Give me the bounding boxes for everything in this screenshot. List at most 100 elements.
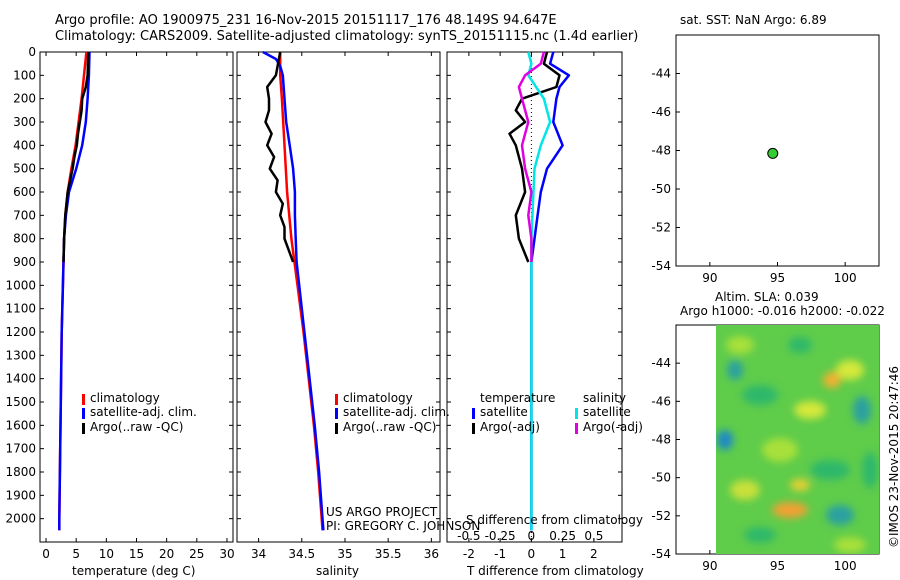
sla-blob [823,372,841,388]
diff-legend-salinity: salinity [583,391,627,405]
diff-legend-temp-satellite: satellite [480,405,528,419]
sal-legend-argo-raw: Argo(..raw -QC) [343,420,437,434]
x-tick-label: 30 [219,547,234,561]
sla-blob [762,438,798,462]
x-tick-label: 0 [528,547,536,561]
diff-legend-sal-argo: Argo(-adj) [583,420,643,434]
top-x-tick-label: 0.5 [584,529,603,543]
diff-legend-sal-satellite: satellite [583,405,631,419]
depth-tick-label: 600 [13,185,36,199]
sla-blob [790,479,810,491]
timestamp-stamp: ©IMOS 23-Nov-2015 20:47:46 [887,365,900,548]
title-line-1: Argo profile: AO 1900975_231 16-Nov-2015… [55,13,557,28]
float-location-marker [767,147,779,159]
x-tick-label: 0 [42,547,50,561]
loc-y-tick-label: -50 [651,182,671,196]
depth-tick-label: 1000 [5,278,36,292]
sla-background [716,325,879,554]
depth-tick-label: 0 [28,45,36,59]
sla-blob [726,336,754,354]
x-tick-label: 2 [590,547,598,561]
depth-tick-label: 1700 [5,442,36,456]
sla-blob [794,401,826,419]
sla-x-tick-label: 100 [834,559,857,573]
sla-y-tick-label: -50 [651,471,671,485]
sla-blob [810,460,850,480]
x-tick-label: 10 [99,547,114,561]
sla-y-tick-label: -46 [651,394,671,408]
depth-tick-label: 1300 [5,348,36,362]
sla-blob [730,480,760,500]
x-tick-label: 35 [337,547,352,561]
sla-blob [853,396,871,424]
depth-tick-label: 500 [13,162,36,176]
sst-label: sat. SST: NaN Argo: 6.89 [680,13,827,27]
loc-x-tick-label: 100 [834,271,857,285]
sla-blob [836,360,864,380]
series-line-2-3 [517,51,546,262]
sal-legend-satellite-adj: satellite-adj. clim. [343,405,450,419]
sal-legend-climatology: climatology [343,391,413,405]
legend-argo-raw: Argo(..raw -QC) [90,420,184,434]
legend-swatch [575,423,578,434]
title-line-2: Climatology: CARS2009. Satellite-adjuste… [55,29,639,44]
depth-tick-label: 100 [13,68,36,82]
sla-blob [772,502,808,518]
depth-tick-label: 1800 [5,465,36,479]
legend-swatch [575,408,578,419]
series-line-0-2 [62,51,90,263]
legend-swatch [82,394,85,405]
sla-blob [834,537,866,553]
legend-satellite-adj: satellite-adj. clim. [90,405,197,419]
top-x-tick-label: -0.25 [485,529,516,543]
legend-swatch [472,408,475,419]
diff-legend-temperature: temperature [480,391,556,405]
legend-swatch [82,408,85,419]
loc-x-tick-label: 95 [770,271,785,285]
legend-swatch [335,408,338,419]
sla-y-tick-label: -44 [651,356,671,370]
diff-top-axis-label: S difference from climatology [466,513,643,527]
series-line-1-2 [264,51,295,263]
sla-blob [788,337,812,353]
depth-tick-label: 900 [13,255,36,269]
sla-y-tick-label: -48 [651,433,671,447]
loc-x-tick-label: 90 [702,271,717,285]
depth-tick-label: 1200 [5,325,36,339]
sla-blob [717,430,733,450]
x-tick-label: -1 [494,547,506,561]
legend-swatch [335,394,338,405]
depth-tick-label: 200 [13,92,36,106]
x-tick-label: 34 [251,547,266,561]
panel-frame-temperature [39,51,234,543]
x-tick-label: 36 [424,547,439,561]
series-line-1-1 [262,50,325,531]
sla-label-2: Argo h1000: -0.016 h2000: -0.022 [680,304,885,318]
legend-swatch [335,423,338,434]
top-x-tick-label: -0.5 [457,529,480,543]
panel-frame-salinity [236,51,441,543]
loc-y-tick-label: -46 [651,105,671,119]
sla-y-tick-label: -52 [651,509,671,523]
series-line-2-2 [527,51,552,531]
loc-y-tick-label: -44 [651,67,671,81]
loc-y-tick-label: -54 [651,259,671,273]
x-tick-label: -2 [463,547,475,561]
x-tick-label: 1 [559,547,567,561]
x-tick-label: 35.5 [375,547,402,561]
sla-blob [727,360,743,380]
sla-blob [826,505,854,525]
sla-blobs [717,336,878,553]
sla-x-tick-label: 90 [702,559,717,573]
depth-tick-label: 2000 [5,512,36,526]
depth-tick-label: 1600 [5,418,36,432]
salinity-axis-label: salinity [316,564,360,578]
loc-y-tick-label: -48 [651,144,671,158]
depth-tick-label: 800 [13,232,36,246]
sla-y-tick-label: -54 [651,547,671,561]
depth-tick-label: 300 [13,115,36,129]
temperature-axis-label: temperature (deg C) [72,564,196,578]
x-tick-label: 34.5 [288,547,315,561]
legend-swatch [472,423,475,434]
